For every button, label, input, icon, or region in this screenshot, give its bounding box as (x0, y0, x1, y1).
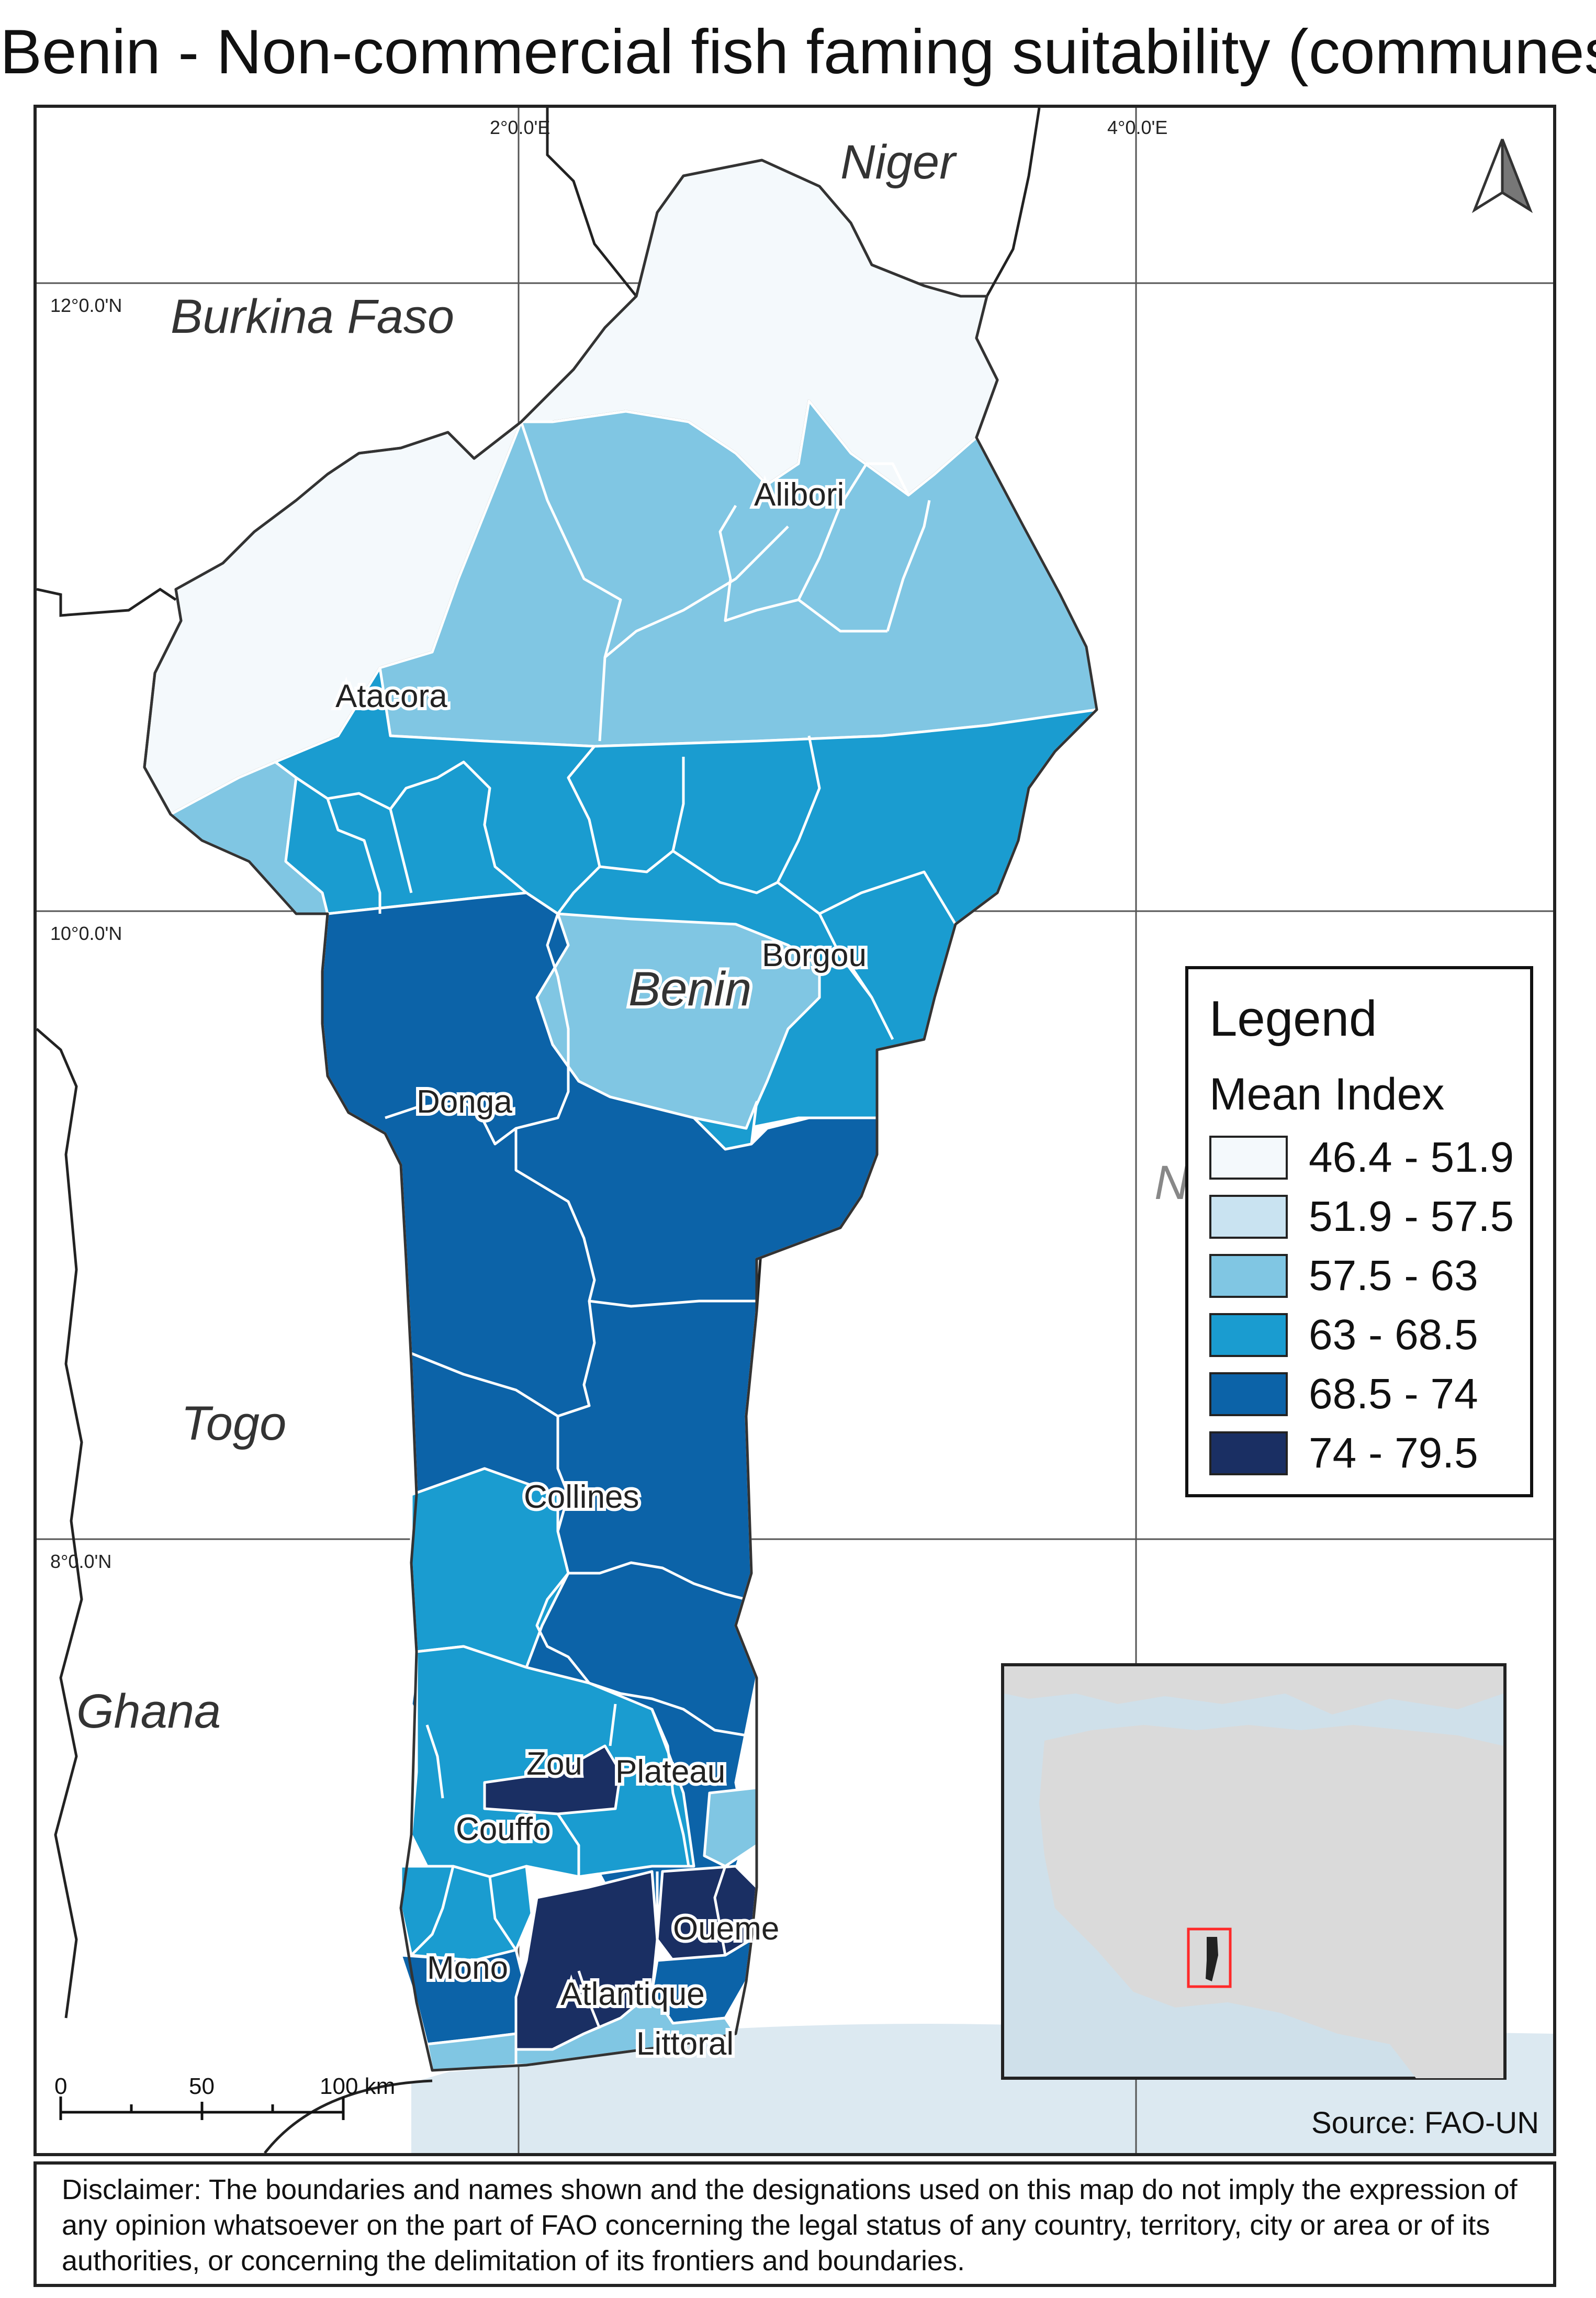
inset-europe (1004, 1666, 1503, 1714)
inset-benin-shape (1206, 1937, 1218, 1981)
legend-row: 46.4 - 51.9 (1209, 1128, 1530, 1187)
dept-label-couffo: Couffo (456, 1811, 551, 1847)
legend-row: 74 - 79.5 (1209, 1423, 1530, 1483)
grid-label-12n: 12°0.0'N (50, 295, 122, 316)
north-arrow-icon (1471, 139, 1533, 214)
legend-swatch (1209, 1135, 1288, 1180)
legend-swatch (1209, 1194, 1288, 1239)
grid-label-8n: 8°0.0'N (50, 1551, 111, 1572)
legend-swatch (1209, 1313, 1288, 1357)
legend-row: 57.5 - 63 (1209, 1246, 1530, 1305)
dept-label-atlantique: Atlantique (560, 1976, 705, 2012)
grid-label-10n: 10°0.0'N (50, 923, 122, 944)
country-label-niger: Niger (840, 136, 957, 189)
commune-zou-band (410, 1645, 695, 1878)
country-label-benin: Benin (628, 962, 751, 1016)
legend-label: 57.5 - 63 (1309, 1251, 1478, 1299)
source-label: Source: FAO-UN (1311, 2106, 1539, 2140)
legend-title: Legend (1209, 991, 1377, 1047)
dept-label-plateau: Plateau (615, 1754, 725, 1790)
dept-label-borgou: Borgou (762, 937, 867, 973)
legend-row: 63 - 68.5 (1209, 1305, 1530, 1364)
dept-label-littoral: Littoral (636, 2026, 734, 2062)
country-label-burkina: Burkina Faso (171, 290, 454, 343)
scale-label-100: 100 km (320, 2073, 395, 2099)
map-canvas: 2°0.0'E 4°0.0'E 12°0.0'N 10°0.0'N 8°0.0'… (37, 108, 1553, 2153)
commune-plateau-light (703, 1786, 758, 1868)
benin-outline (143, 159, 1098, 2072)
scale-label-0: 0 (54, 2073, 67, 2099)
legend-subtitle: Mean Index (1209, 1069, 1445, 1119)
legend-row: 68.5 - 74 (1209, 1364, 1530, 1423)
legend-swatch (1209, 1372, 1288, 1416)
legend-label: 46.4 - 51.9 (1309, 1133, 1514, 1181)
legend-rows: 46.4 - 51.9 51.9 - 57.5 57.5 - 63 63 - 68.5… (1209, 1128, 1530, 1483)
grid-label-4e: 4°0.0'E (1107, 117, 1167, 138)
legend-box: Legend Mean Index 46.4 - 51.9 51.9 - 57.5… (1185, 966, 1533, 1497)
legend-swatch (1209, 1253, 1288, 1298)
disclaimer: Disclaimer: The boundaries and names sho… (33, 2161, 1556, 2287)
legend-label: 51.9 - 57.5 (1309, 1192, 1514, 1240)
country-label-togo: Togo (181, 1397, 286, 1450)
dept-label-mono: Mono (427, 1950, 508, 1986)
commune-zou-darkest (483, 1744, 622, 1815)
map-frame: 2°0.0'E 4°0.0'E 12°0.0'N 10°0.0'N 8°0.0'… (33, 105, 1556, 2156)
dept-label-atacora: Atacora (335, 678, 447, 714)
inset-highlight-box (1187, 1927, 1232, 1988)
dept-label-zou: Zou (526, 1746, 582, 1782)
dept-label-alibori: Alibori (754, 477, 844, 513)
legend-swatch (1209, 1431, 1288, 1475)
benin-communes (143, 159, 1098, 2072)
inset-africa (1039, 1725, 1503, 2078)
scale-label-50: 50 (189, 2073, 215, 2099)
legend-label: 74 - 79.5 (1309, 1429, 1478, 1477)
legend-label: 68.5 - 74 (1309, 1370, 1478, 1418)
inset-map (1001, 1663, 1507, 2080)
country-label-ghana: Ghana (76, 1685, 221, 1738)
grid-label-2e: 2°0.0'E (490, 117, 550, 138)
dept-label-oueme: Oueme (673, 1911, 779, 1947)
legend-label: 63 - 68.5 (1309, 1310, 1478, 1359)
legend-row: 51.9 - 57.5 (1209, 1187, 1530, 1246)
map-title: Benin - Non-commercial fish faming suita… (0, 17, 1596, 87)
scale-bar (59, 2097, 345, 2120)
dept-label-donga: Donga (417, 1084, 512, 1120)
dept-label-collines: Collines (524, 1479, 639, 1515)
